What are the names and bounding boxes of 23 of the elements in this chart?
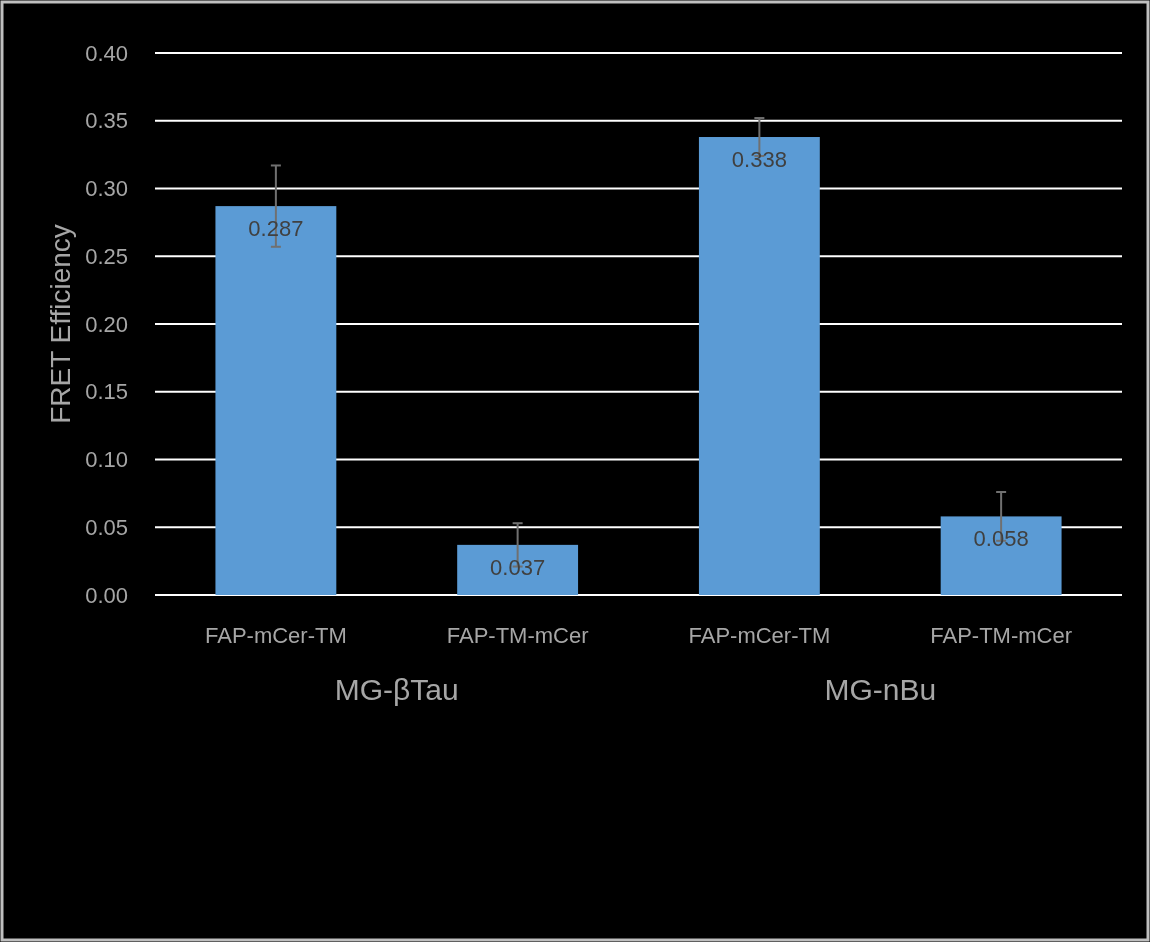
bar xyxy=(457,544,579,595)
bar xyxy=(940,516,1062,595)
data-label: 0.037 xyxy=(490,554,546,580)
x-tick-label: FAP-mCer-TM xyxy=(204,623,347,648)
y-tick-label: 0.40 xyxy=(85,40,128,66)
x-tick-label: FAP-TM-mCer xyxy=(446,623,589,648)
y-tick-label: 0.15 xyxy=(85,379,128,405)
text: MG-βTau xyxy=(334,673,459,706)
y-tick-label: 0.05 xyxy=(85,514,128,540)
text: MG-nBu xyxy=(824,673,937,706)
y-tick-label: 0.00 xyxy=(85,582,128,608)
y-tick-label: 0.10 xyxy=(85,447,128,473)
bar xyxy=(698,137,820,595)
y-tick-label: 0.30 xyxy=(85,176,128,202)
x-tick-label: FAP-mCer-TM xyxy=(688,623,831,648)
data-label: 0.338 xyxy=(731,147,787,173)
bar xyxy=(215,206,337,595)
data-label: 0.058 xyxy=(973,526,1029,552)
y-axis-title: FRET Efficiency xyxy=(45,224,76,424)
y-tick-label: 0.20 xyxy=(85,311,128,337)
x-tick-label: FAP-TM-mCer xyxy=(930,623,1073,648)
y-tick-label: 0.25 xyxy=(85,243,128,269)
y-tick-label: 0.35 xyxy=(85,108,128,134)
